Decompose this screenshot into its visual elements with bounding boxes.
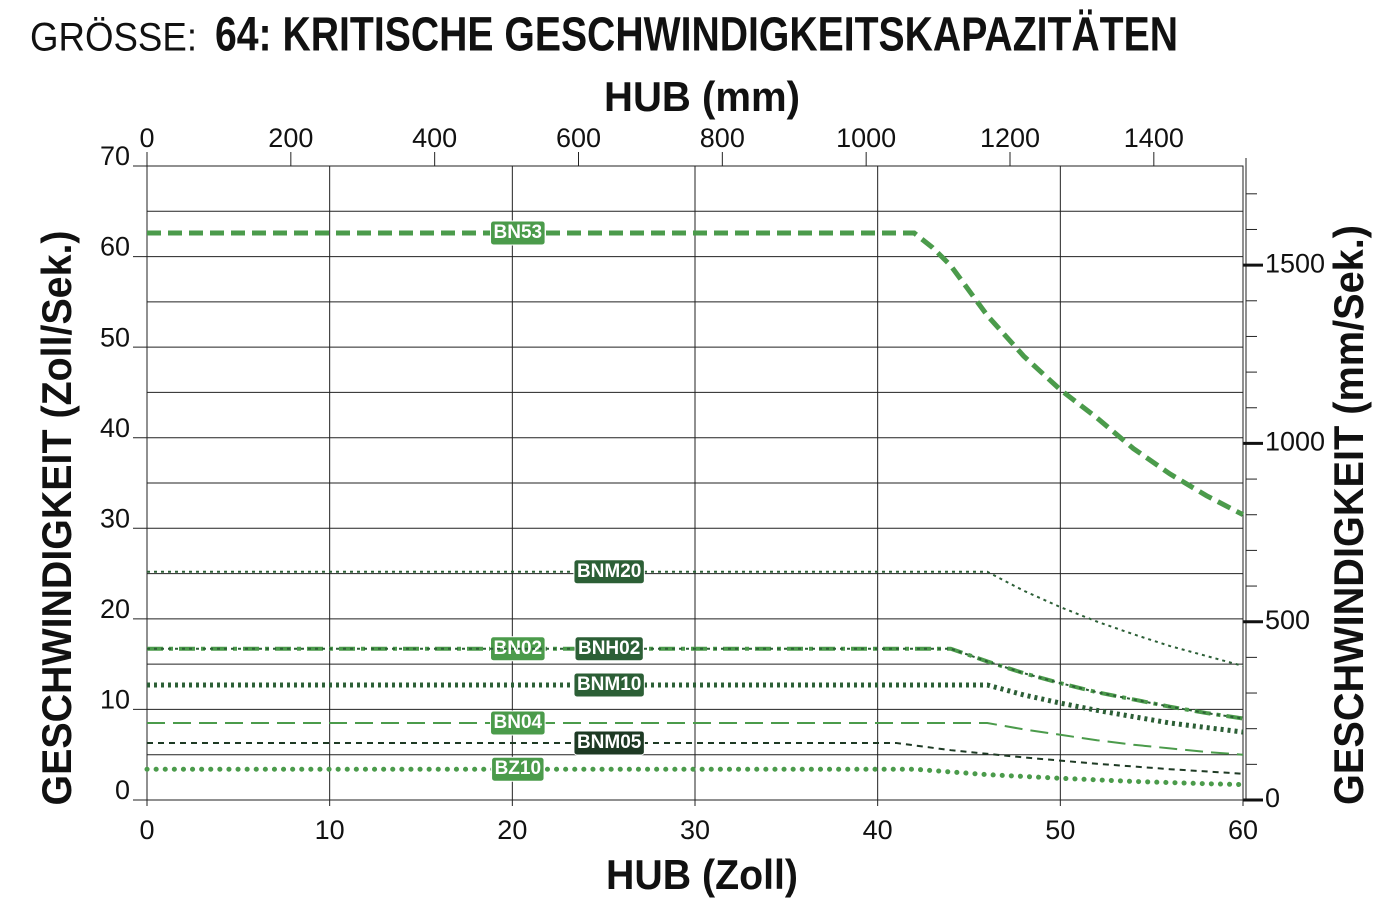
y-tick-label: 40	[100, 413, 130, 443]
series-line	[147, 741, 1244, 775]
series-label-text: BNM20	[577, 561, 641, 582]
x2-tick-label: 1000	[836, 123, 896, 153]
x-tick-label: 10	[315, 815, 345, 845]
x-tick-label: 0	[139, 815, 154, 845]
x2-tick-label: 800	[700, 123, 745, 153]
series-label: BNM10	[573, 672, 645, 698]
series-line	[147, 646, 1244, 721]
series-label-box	[573, 559, 645, 585]
x-tick-label: 60	[1228, 815, 1258, 845]
x-tick-label: 20	[497, 815, 527, 845]
x-tick-label: 40	[863, 815, 893, 845]
y-tick-label: 10	[100, 685, 130, 715]
series-label: BN04	[490, 710, 546, 736]
series-label: BZ10	[491, 756, 545, 782]
series-line	[147, 722, 1244, 756]
y-tick-label: 30	[100, 503, 130, 533]
x-tick-label: 50	[1045, 815, 1075, 845]
x2-axis-title: HUB (mm)	[604, 73, 800, 120]
y-tick-label: 60	[100, 232, 130, 262]
series-label-box	[490, 220, 546, 246]
series-label-box	[573, 730, 645, 756]
y-tick-label: 20	[100, 594, 130, 624]
y2-tick-label: 0	[1265, 783, 1280, 813]
x2-tick-label: 1400	[1124, 123, 1184, 153]
y-tick-label: 70	[100, 141, 130, 171]
series-label-box	[573, 672, 645, 698]
title-prefix: GRÖSSE:	[30, 16, 197, 60]
x2-tick-label: 400	[412, 123, 457, 153]
plot-frame	[146, 165, 1244, 801]
x2-tick-label: 1200	[980, 123, 1040, 153]
series-label-box	[574, 636, 644, 662]
x-tick-label: 30	[680, 815, 710, 845]
y-tick-label: 50	[100, 322, 130, 352]
series-label: BNM05	[573, 730, 645, 756]
x2-tick-label: 600	[556, 123, 601, 153]
series-line	[147, 230, 1245, 517]
y2-tick-label: 1000	[1265, 427, 1325, 457]
series-label-text: BNM05	[577, 732, 642, 753]
series-line	[147, 682, 1244, 735]
series-label-text: BN04	[494, 712, 543, 733]
series-label-text: BZ10	[495, 758, 541, 779]
series-label: BNM20	[573, 559, 645, 585]
x2-tick-label: 200	[268, 123, 313, 153]
series-label-text: BN53	[494, 222, 543, 243]
y2-axis-title: GESCHWINDIGKEIT (mm/Sek.)	[1325, 225, 1372, 805]
series-label: BNH02	[574, 636, 644, 662]
series-label-text: BNM10	[577, 674, 641, 695]
chart-title: 64: KRITISCHE GESCHWINDIGKEITSKAPAZITÄTE…	[215, 9, 1178, 62]
y2-tick-label: 1500	[1265, 248, 1325, 278]
series-label-box	[491, 756, 545, 782]
x-axis-title: HUB (Zoll)	[606, 851, 798, 898]
series-label-box	[490, 710, 546, 736]
series-label-text: BNH02	[578, 638, 640, 659]
series-line	[147, 570, 1244, 667]
series-label-text: BN02	[494, 638, 543, 659]
x2-tick-label: 0	[139, 123, 154, 153]
y-tick-label: 0	[115, 775, 130, 805]
y2-tick-label: 500	[1265, 605, 1310, 635]
series-label: BN53	[490, 220, 546, 246]
y-axis-title: GESCHWINDIGKEIT (Zoll/Sek.)	[33, 231, 80, 806]
